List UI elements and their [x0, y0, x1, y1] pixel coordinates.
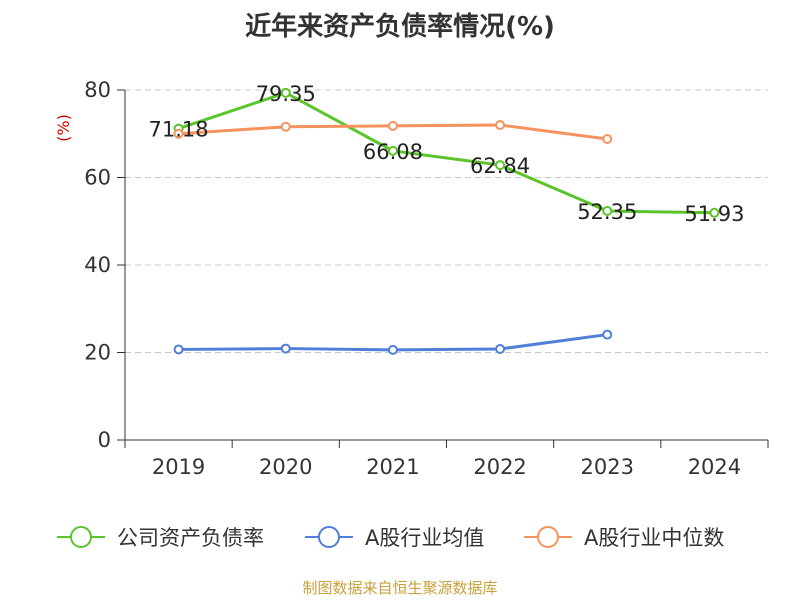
- x-tick-label: 2021: [366, 455, 419, 479]
- data-label: 52.35: [577, 200, 637, 224]
- data-point: [280, 121, 291, 132]
- data-point: [387, 145, 398, 156]
- legend-marker: [70, 526, 92, 548]
- data-point: [387, 120, 398, 131]
- x-tick-label: 2020: [259, 455, 312, 479]
- legend-label: A股行业均值: [365, 526, 484, 550]
- y-tick-label: 20: [84, 341, 111, 365]
- x-tick-label: 2022: [473, 455, 526, 479]
- x-tick-label: 2024: [688, 455, 741, 479]
- data-point: [709, 207, 720, 218]
- data-label: 66.08: [363, 140, 423, 164]
- data-point: [495, 344, 506, 354]
- data-label: 71.18: [149, 118, 209, 142]
- data-point: [602, 205, 613, 216]
- legend: 公司资产负债率 A股行业均值 A股行业中位数: [57, 526, 724, 550]
- data-label: 79.35: [256, 82, 316, 106]
- chart-title: 近年来资产负债率情况(%): [245, 12, 555, 42]
- axes: 0 20 40 60 80 2019 2020 2021 2022 2023 2024 (%): [54, 78, 769, 479]
- y-axis-label: (%): [54, 114, 73, 142]
- data-point: [280, 87, 291, 98]
- data-point: [280, 343, 291, 354]
- data-labels: 71.18 79.35 66.08 62.84 52.35 51.93: [149, 82, 745, 226]
- legend-label: A股行业中位数: [584, 526, 724, 550]
- source-note: 制图数据来自恒生聚源数据库: [302, 579, 498, 597]
- legend-marker: [537, 526, 559, 548]
- data-point: [495, 160, 506, 171]
- data-point: [173, 128, 184, 139]
- y-tick-label: 80: [84, 78, 111, 102]
- grid-lines: [125, 89, 768, 353]
- data-label: 51.93: [684, 202, 744, 226]
- y-tick-label: 0: [98, 428, 111, 452]
- data-label: 62.84: [470, 154, 530, 178]
- data-point: [602, 329, 613, 340]
- data-point: [387, 344, 398, 355]
- x-tick-label: 2019: [152, 455, 205, 479]
- y-tick-label: 40: [84, 253, 111, 277]
- series-line-0: [178, 91, 715, 215]
- legend-marker: [318, 526, 340, 548]
- x-tick-label: 2023: [581, 455, 634, 479]
- series-lines: [173, 87, 720, 355]
- y-tick-label: 60: [84, 166, 111, 190]
- legend-label: 公司资产负债率: [117, 526, 264, 550]
- data-point: [602, 134, 613, 144]
- data-point: [173, 344, 184, 355]
- data-point: [495, 120, 506, 130]
